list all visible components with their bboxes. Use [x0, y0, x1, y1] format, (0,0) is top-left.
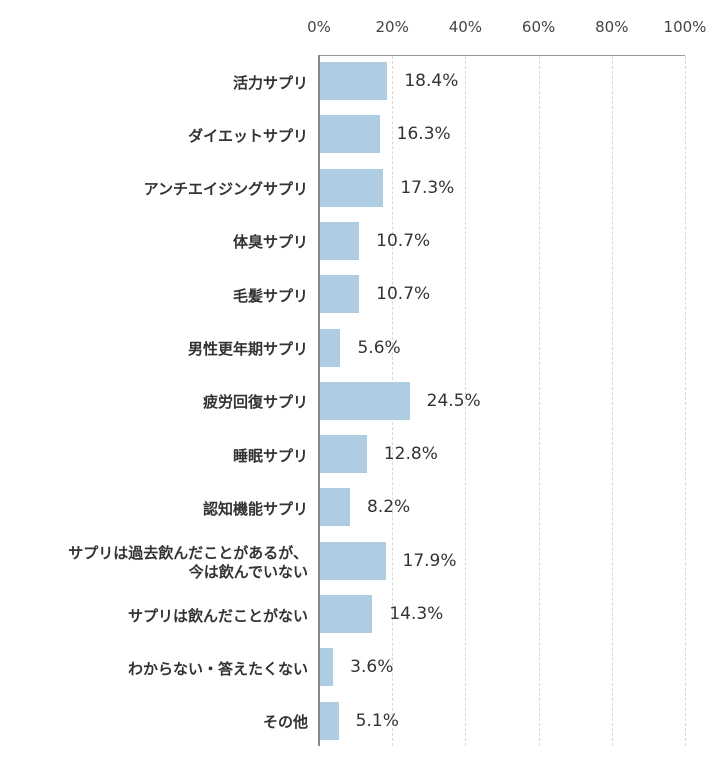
category-label: ダイエットサプリ [188, 126, 308, 145]
category-label: 睡眠サプリ [232, 446, 308, 465]
category-label: わからない・答えたくない [127, 659, 308, 678]
y-axis-line [318, 55, 320, 746]
bar-row: 認知機能サプリ 8.2% [0, 482, 720, 536]
bar [320, 595, 373, 633]
bar [320, 381, 410, 420]
bar-row: ダイエットサプリ 16.3% [0, 109, 720, 163]
bar-row: サプリは飲んだことがない 14.3% [0, 589, 720, 643]
bar-row: わからない・答えたくない 3.6% [0, 642, 720, 696]
bar-row: 毛髪サプリ 10.7% [0, 269, 720, 323]
category-label: 体臭サプリ [232, 233, 308, 252]
value-label: 18.4% [404, 71, 459, 91]
bar [320, 648, 334, 687]
category-label: サプリは飲んだことがない [127, 606, 308, 625]
category-label: 認知機能サプリ [202, 499, 308, 518]
category-label: アンチエイジングサプリ [143, 180, 308, 199]
bar [320, 275, 360, 314]
bar [320, 541, 386, 580]
value-label: 5.1% [355, 710, 399, 731]
category-label: その他 [262, 713, 308, 732]
bar [320, 435, 367, 474]
bar-row: サプリは過去飲んだことがあるが、 今は飲んでいない 17.9% [0, 536, 720, 590]
value-label: 16.3% [396, 124, 451, 145]
x-tick-label: 60% [521, 18, 556, 36]
gridline [538, 56, 540, 746]
bar [320, 62, 388, 100]
bar-row: 活力サプリ 18.4% [0, 56, 720, 110]
value-label: 10.7% [376, 284, 431, 305]
gridline [685, 56, 686, 746]
bar [320, 168, 384, 207]
value-label: 10.7% [376, 230, 431, 251]
bar-row: 疲労回復サプリ 24.5% [0, 376, 720, 430]
x-tick-label: 0% [307, 18, 331, 36]
bar-row: 体臭サプリ 10.7% [0, 216, 720, 270]
x-tick-label: 80% [595, 18, 629, 36]
bar-row: その他 5.1% [0, 696, 720, 750]
value-label: 14.3% [389, 604, 444, 624]
category-label: 男性更年期サプリ [187, 340, 308, 358]
value-label: 24.5% [426, 390, 481, 411]
value-label: 17.9% [402, 550, 457, 571]
bar [320, 701, 339, 740]
bar [320, 115, 380, 154]
bar [320, 328, 341, 367]
category-label: 活力サプリ [232, 73, 308, 92]
bar-row: 睡眠サプリ 12.8% [0, 429, 720, 483]
x-axis-line [319, 55, 685, 56]
bar [320, 221, 360, 260]
x-tick-label: 40% [448, 18, 483, 36]
bar-row: 男性更年期サプリ 5.6% [0, 323, 720, 377]
gridline [611, 56, 613, 746]
gridline [465, 56, 467, 746]
value-label: 3.6% [350, 657, 394, 678]
category-label: 疲労回復サプリ [202, 393, 308, 412]
bar-row: アンチエイジングサプリ 17.3% [0, 163, 720, 217]
value-label: 5.6% [357, 337, 401, 358]
value-label: 12.8% [383, 444, 438, 465]
value-label: 17.3% [400, 177, 455, 198]
value-label: 8.2% [367, 497, 411, 518]
x-tick-label: 20% [375, 18, 409, 36]
category-label: サプリは過去飲んだことがあるが、 今は飲んでいない [68, 543, 308, 581]
x-tick-label: 100% [663, 18, 707, 36]
category-label: 毛髪サプリ [232, 286, 308, 305]
bar [320, 488, 350, 527]
